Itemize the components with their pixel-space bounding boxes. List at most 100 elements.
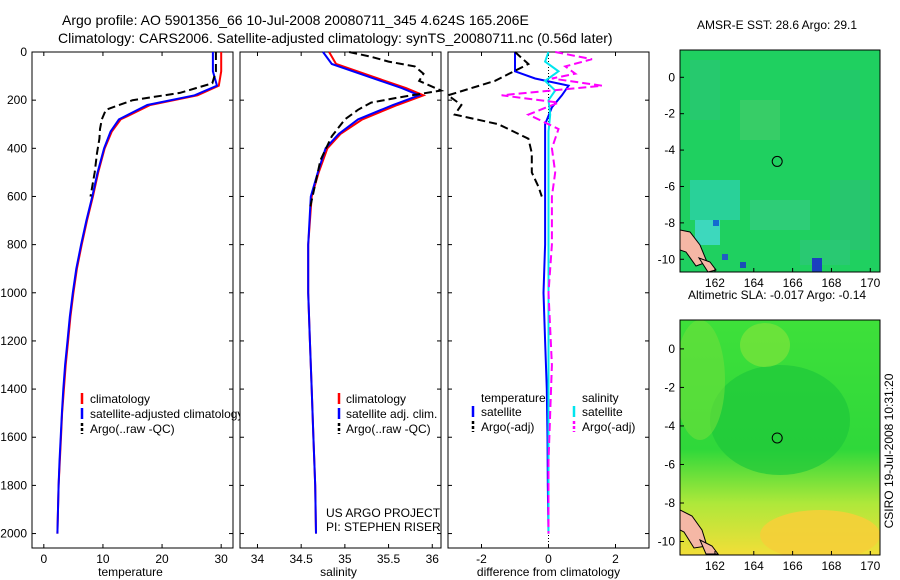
- y-tick-label: -6: [664, 457, 675, 471]
- series-salinity-argo-adj-: [501, 51, 603, 534]
- y-tick-label: -4: [664, 419, 675, 433]
- x-axis-label: salinity: [320, 565, 357, 579]
- sst-pixel-patch: [690, 180, 740, 220]
- y-tick-label: 0: [668, 70, 675, 84]
- y-tick-label: 0: [668, 342, 675, 356]
- x-tick-label: 34.5: [289, 552, 313, 566]
- temperature-panel-frame: [31, 51, 234, 549]
- series-satellite-adj-clim-: [307, 51, 422, 534]
- series-argo-raw-qc-: [89, 52, 217, 197]
- x-tick-label: 35.5: [377, 552, 401, 566]
- y-tick-label: 1000: [0, 286, 27, 300]
- x-axis-label: difference from climatology: [477, 565, 620, 579]
- float-position-marker: [771, 155, 783, 167]
- y-tick-label: 400: [7, 141, 27, 155]
- x-tick-label: 164: [744, 276, 764, 290]
- x-tick-label: 168: [821, 559, 841, 573]
- sst-pixel-patch: [800, 240, 850, 265]
- temperature-panel: 0 10 20 30 0 200 400 600 800 1000 1200 1400 1600 1800…: [0, 45, 243, 579]
- series-temperature-satellite: [514, 52, 571, 534]
- sst-map-title: AMSR-E SST: 28.6 Argo: 29.1: [697, 18, 857, 32]
- sla-high-anomaly: [740, 323, 790, 367]
- legend-label: climatology: [90, 392, 150, 406]
- legend-label: satellite adj. clim.: [346, 407, 437, 421]
- y-tick-label: -10: [658, 535, 676, 549]
- figure-title-line-2: Climatology: CARS2006. Satellite-adjuste…: [58, 30, 613, 46]
- sst-pixel-patch: [812, 258, 822, 272]
- legend-label: satellite: [481, 405, 522, 419]
- series-argo-raw-qc-: [308, 51, 445, 209]
- y-tick-label: 2000: [0, 527, 27, 541]
- legend-label: climatology: [346, 392, 406, 406]
- project-annotation: US ARGO PROJECT: [326, 506, 441, 520]
- sla-map-title: Altimetric SLA: -0.017 Argo: -0.14: [688, 288, 866, 302]
- y-tick-label: 1800: [0, 478, 27, 492]
- x-tick-label: 35: [338, 552, 352, 566]
- sst-map-field: [680, 50, 880, 272]
- sst-pixel-patch: [830, 180, 870, 250]
- sst-pixel-patch: [750, 200, 810, 230]
- x-tick-label: 166: [783, 559, 803, 573]
- series-salinity-satellite: [543, 51, 561, 534]
- legend-label: Argo(-adj): [582, 420, 635, 434]
- legend-heading-temperature: temperature: [481, 391, 546, 405]
- sla-map-frame: [679, 319, 881, 556]
- coastline-land: [680, 229, 708, 267]
- sla-low-anomaly: [710, 365, 850, 475]
- y-tick-label: 1200: [0, 334, 27, 348]
- coastline-land: [680, 509, 708, 549]
- series-satellite-adjusted-climatology: [56, 52, 219, 534]
- x-tick-label: -2: [476, 552, 487, 566]
- y-tick-label: -2: [664, 380, 675, 394]
- legend-label: Argo(..raw -QC): [346, 422, 431, 436]
- sst-pixel-patch: [713, 220, 719, 226]
- y-tick-label: -4: [664, 143, 675, 157]
- pi-annotation: PI: STEPHEN RISER: [326, 520, 441, 534]
- x-tick-label: 168: [821, 276, 841, 290]
- x-tick-label: 2: [612, 552, 619, 566]
- y-tick-label: -2: [664, 107, 675, 121]
- x-axis-label: temperature: [98, 565, 163, 579]
- sst-pixel-patch: [740, 262, 746, 268]
- y-tick-label: -10: [658, 252, 676, 266]
- y-tick-label: 1600: [0, 430, 27, 444]
- x-tick-label: 170: [860, 559, 880, 573]
- x-tick-label: 162: [705, 559, 725, 573]
- x-tick-label: 166: [783, 276, 803, 290]
- sst-pixel-patch: [820, 70, 860, 120]
- x-tick-label: 162: [705, 276, 725, 290]
- legend-label: satellite: [582, 405, 623, 419]
- x-tick-label: 170: [860, 276, 880, 290]
- sla-map: Altimetric SLA: -0.017 Argo: -0.14 162 164…: [658, 288, 896, 573]
- x-tick-label: 0: [545, 552, 552, 566]
- coastline-land: [697, 257, 717, 272]
- sla-high-anomaly: [680, 320, 725, 440]
- legend-label: Argo(..raw -QC): [90, 422, 175, 436]
- sla-map-field: [680, 320, 880, 555]
- x-tick-label: 30: [214, 552, 228, 566]
- float-position-marker: [771, 432, 783, 444]
- x-tick-label: 20: [155, 552, 169, 566]
- x-tick-label: 0: [40, 552, 47, 566]
- legend-label: satellite-adjusted climatology: [90, 407, 243, 421]
- y-tick-label: 600: [7, 189, 27, 203]
- x-tick-label: 164: [744, 559, 764, 573]
- y-tick-label: 800: [7, 238, 27, 252]
- y-tick-label: 200: [7, 93, 27, 107]
- sst-map-frame: [679, 49, 881, 273]
- salinity-panel: 34 34.5 35 35.5 36 salinity climatologysatelli…: [239, 51, 445, 579]
- sst-pixel-patch: [690, 60, 720, 120]
- legend-heading-salinity: salinity: [582, 391, 619, 405]
- series-temperature-argo-adj-: [445, 51, 543, 197]
- y-tick-label: -8: [664, 496, 675, 510]
- sst-pixel-patch: [740, 100, 780, 140]
- x-tick-label: 10: [96, 552, 110, 566]
- y-tick-label: 0: [20, 45, 27, 59]
- legend-label: Argo(-adj): [481, 420, 534, 434]
- x-tick-label: 34: [251, 552, 265, 566]
- x-tick-label: 36: [426, 552, 440, 566]
- sla-warm-patch: [760, 510, 880, 555]
- sst-map: AMSR-E SST: 28.6 Argo: 29.1 162 164 166 168 1…: [658, 18, 881, 290]
